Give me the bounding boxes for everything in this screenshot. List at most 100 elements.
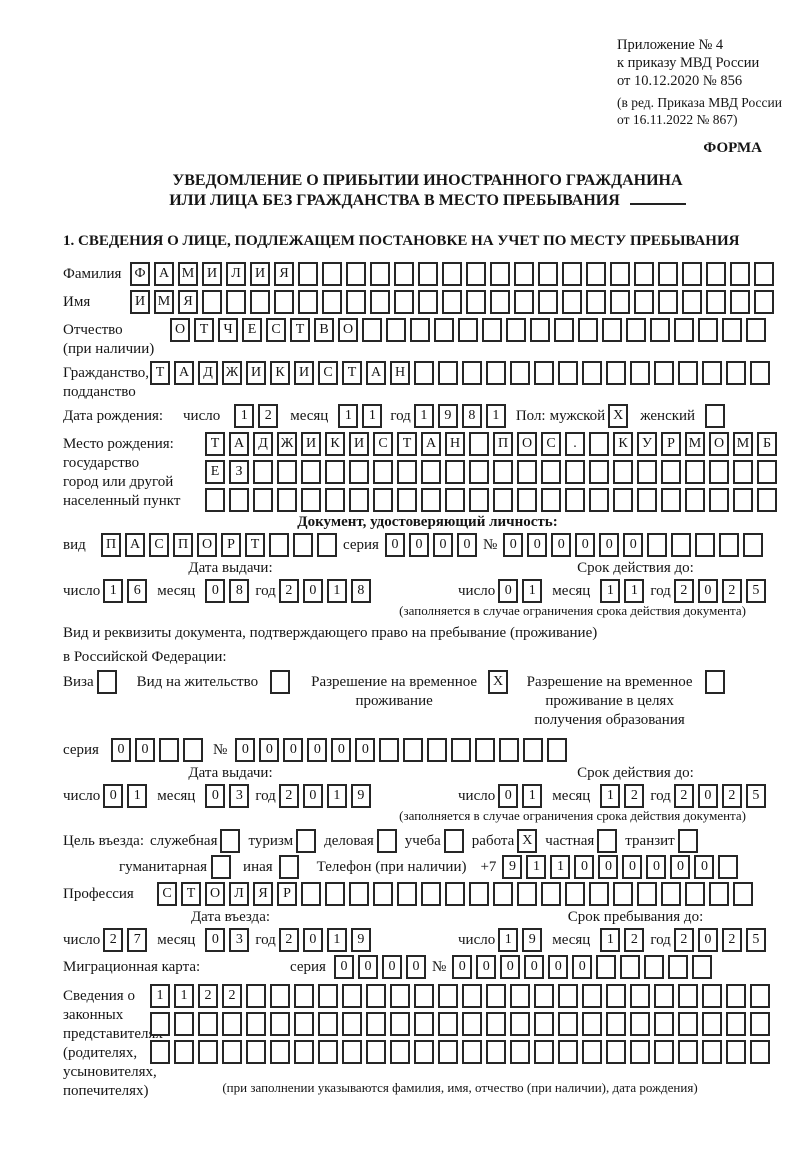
visa-checkbox[interactable] [96,670,117,694]
char-cell[interactable]: Н [390,361,410,385]
char-cell[interactable]: 0 [646,855,667,879]
char-cell[interactable] [469,882,489,906]
char-cell[interactable] [486,984,506,1008]
char-cell[interactable]: . [565,432,585,456]
char-cell[interactable]: 1 [522,784,543,808]
char-cell[interactable]: М [733,432,753,456]
char-cell[interactable]: 2 [278,579,299,603]
char-cell[interactable] [558,361,578,385]
char-cell[interactable] [586,262,606,286]
char-cell[interactable] [421,488,441,512]
char-cell[interactable] [510,1040,530,1064]
char-cell[interactable]: 2 [222,984,242,1008]
char-cell[interactable] [346,290,366,314]
char-cell[interactable] [462,1012,482,1036]
char-cell[interactable] [565,460,585,484]
char-cell[interactable] [757,460,777,484]
char-cell[interactable] [678,1040,698,1064]
char-cell[interactable] [246,984,266,1008]
char-cell[interactable]: С [149,533,169,557]
char-cell[interactable] [438,361,458,385]
char-cell[interactable] [379,738,400,762]
char-cell[interactable] [322,290,342,314]
char-cell[interactable] [342,1040,362,1064]
char-cell[interactable] [610,262,630,286]
char-cell[interactable] [438,1012,458,1036]
char-cell[interactable] [325,882,345,906]
char-cell[interactable] [486,1040,506,1064]
char-cell[interactable] [325,488,345,512]
char-cell[interactable] [661,882,681,906]
char-cell[interactable] [692,955,713,979]
char-cell[interactable] [445,882,465,906]
char-cell[interactable] [442,290,462,314]
purpose-humanitarian-checkbox[interactable] [211,855,232,879]
char-cell[interactable]: П [101,533,121,557]
char-cell[interactable]: 0 [432,533,453,557]
char-cell[interactable] [658,290,678,314]
char-cell[interactable] [562,262,582,286]
char-cell[interactable] [246,1012,266,1036]
char-cell[interactable]: 5 [745,579,766,603]
char-cell[interactable]: Т [397,432,417,456]
char-cell[interactable]: С [318,361,338,385]
purpose-private-checkbox[interactable] [597,829,618,853]
char-cell[interactable] [702,1040,722,1064]
char-cell[interactable] [610,290,630,314]
char-cell[interactable] [277,488,297,512]
char-cell[interactable] [506,318,526,342]
char-cell[interactable]: 0 [259,738,280,762]
char-cell[interactable] [499,738,520,762]
char-cell[interactable] [562,290,582,314]
char-cell[interactable] [613,460,633,484]
char-cell[interactable] [427,738,448,762]
char-cell[interactable]: М [154,290,174,314]
char-cell[interactable] [541,882,561,906]
char-cell[interactable]: 0 [575,533,596,557]
char-cell[interactable] [530,318,550,342]
char-cell[interactable]: И [301,432,321,456]
char-cell[interactable] [517,488,537,512]
char-cell[interactable] [589,488,609,512]
char-cell[interactable] [490,262,510,286]
char-cell[interactable] [582,984,602,1008]
char-cell[interactable] [637,882,657,906]
char-cell[interactable] [390,984,410,1008]
char-cell[interactable] [733,460,753,484]
char-cell[interactable] [373,882,393,906]
char-cell[interactable]: Я [274,262,294,286]
char-cell[interactable]: 8 [229,579,250,603]
char-cell[interactable] [222,1040,242,1064]
char-cell[interactable] [397,882,417,906]
char-cell[interactable] [589,432,609,456]
char-cell[interactable] [654,1040,674,1064]
char-cell[interactable] [620,955,641,979]
char-cell[interactable] [445,488,465,512]
char-cell[interactable] [517,460,537,484]
char-cell[interactable] [661,460,681,484]
char-cell[interactable]: Ж [222,361,242,385]
char-cell[interactable]: З [229,460,249,484]
char-cell[interactable]: О [517,432,537,456]
char-cell[interactable]: Т [205,432,225,456]
char-cell[interactable]: Т [290,318,310,342]
char-cell[interactable] [538,262,558,286]
char-cell[interactable] [678,984,698,1008]
char-cell[interactable]: Р [277,882,297,906]
temp-residence-checkbox[interactable]: X [488,670,509,694]
char-cell[interactable] [294,1012,314,1036]
char-cell[interactable] [702,1012,722,1036]
char-cell[interactable] [414,1012,434,1036]
char-cell[interactable]: И [246,361,266,385]
char-cell[interactable]: С [373,432,393,456]
char-cell[interactable]: 0 [357,955,378,979]
char-cell[interactable] [668,955,689,979]
char-cell[interactable]: 9 [350,928,371,952]
char-cell[interactable]: 0 [283,738,304,762]
char-cell[interactable] [349,488,369,512]
char-cell[interactable]: 2 [673,784,694,808]
char-cell[interactable]: 8 [350,579,371,603]
char-cell[interactable] [718,855,739,879]
char-cell[interactable] [205,488,225,512]
char-cell[interactable]: 2 [721,928,742,952]
